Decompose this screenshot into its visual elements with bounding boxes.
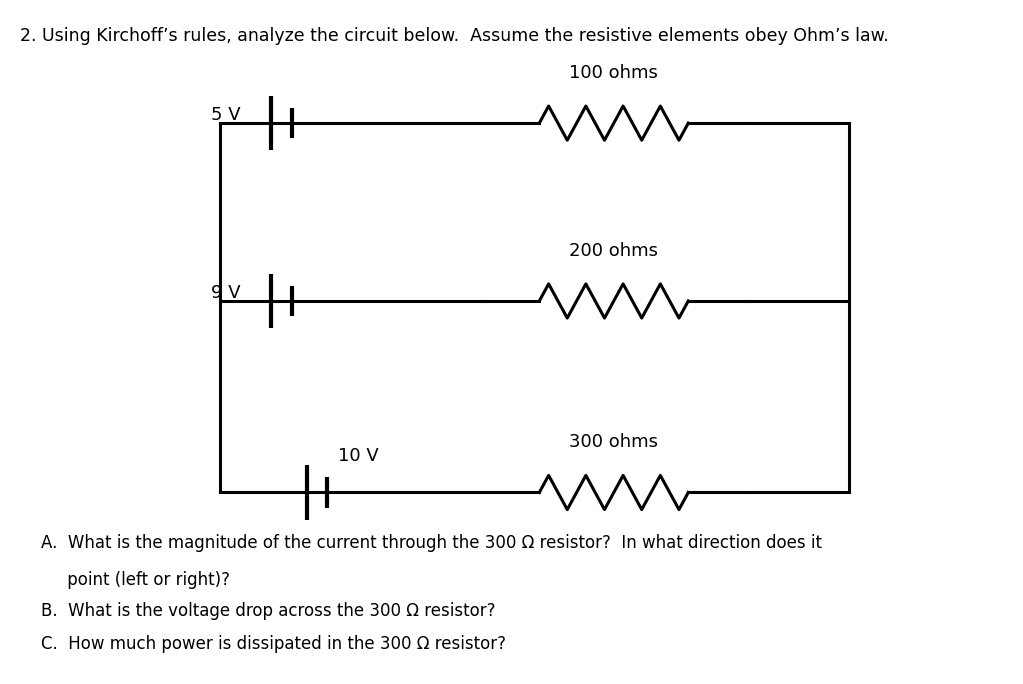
Text: 2. Using Kirchoff’s rules, analyze the circuit below.  Assume the resistive elem: 2. Using Kirchoff’s rules, analyze the c… — [20, 27, 889, 45]
Text: A.  What is the magnitude of the current through the 300 Ω resistor?  In what di: A. What is the magnitude of the current … — [41, 534, 821, 551]
Text: 9 V: 9 V — [211, 284, 240, 302]
Text: 100 ohms: 100 ohms — [570, 64, 658, 82]
Text: 10 V: 10 V — [338, 447, 379, 465]
Text: 300 ohms: 300 ohms — [570, 434, 658, 451]
Text: B.  What is the voltage drop across the 300 Ω resistor?: B. What is the voltage drop across the 3… — [41, 602, 495, 620]
Text: 200 ohms: 200 ohms — [570, 242, 658, 260]
Text: C.  How much power is dissipated in the 300 Ω resistor?: C. How much power is dissipated in the 3… — [41, 635, 506, 653]
Text: 5 V: 5 V — [211, 106, 240, 124]
Text: point (left or right)?: point (left or right)? — [41, 571, 230, 589]
